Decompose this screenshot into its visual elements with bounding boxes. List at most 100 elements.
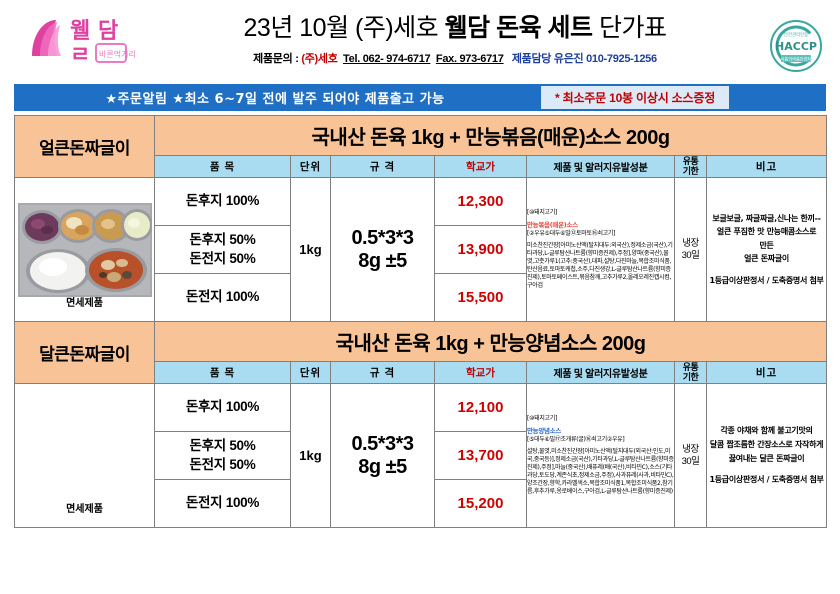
col-header-item: 품 목	[154, 361, 291, 384]
col-header-note: 비고	[705, 361, 828, 384]
note-line: 얼큰 푸짐한 맛 만능매콤소스로	[716, 227, 817, 237]
welldam-logo: 웰 담 ㄹ 바른먹거리	[26, 12, 146, 70]
set-title-1: 국내산 돈육 1kg + 만능양념소스 200g	[153, 321, 828, 362]
shelf-life-line1: 유통	[682, 361, 699, 372]
note-line: 달콤 짭조름한 간장소스로 자작하게	[709, 439, 824, 449]
item-name-cell: 돈전지 100%	[154, 479, 291, 528]
spec-line2: 8g ±5	[358, 249, 407, 272]
price-table: 얼큰돈짜글이 국내산 돈육 1kg + 만능볶음(매운)소스 200g 품 목 …	[14, 115, 828, 528]
ingredients-cell-0: [⑩돼지고기] 만능볶음(매운)소스 [②우유⑤대두⑥밀⑫토마토⑯쇠고기] 미소…	[526, 177, 675, 322]
note-cell-0: 보글보글, 짜글짜글,신나는 한끼-- 얼큰 푸짐한 맛 만능매콤소스로 만든 …	[705, 177, 828, 322]
haccp-certification-icon: 안전관리인증 HACCP 식품의약품안전처	[770, 20, 822, 72]
contact-label: 제품문의 :	[253, 52, 302, 65]
col-header-ingredients: 제품 및 알러지유발성분	[526, 361, 675, 384]
spec-line1: 0.5*3*3	[351, 227, 414, 250]
col-header-spec: 규 격	[330, 155, 435, 178]
table-row: 돈후지 50% 돈전지 50% 13,700	[15, 431, 827, 480]
price-cell: 15,200	[434, 479, 527, 528]
haccp-top-text: 안전관리인증	[784, 31, 808, 38]
shelf-life-value-line1: 냉장	[682, 443, 699, 455]
sauce-name-1: 만능양념소스	[527, 426, 562, 435]
spec-cell-1: 0.5*3*3 8g ±5	[330, 383, 435, 528]
item-name-cell: 돈후지 100%	[154, 177, 291, 226]
shelf-life-line2: 기한	[682, 371, 699, 382]
product-photo-cell-1: 면세제품	[14, 383, 155, 528]
item-line2: 돈전지 50%	[189, 456, 256, 472]
item-line1: 돈후지 50%	[189, 232, 256, 248]
col-header-shelf-life: 유통 기한	[674, 155, 707, 178]
item-name-cell: 돈전지 100%	[154, 273, 291, 322]
ingredient-body-0: 미소찬진간장[아미노산액(탈지대두:외국산),정제소금(국산),기타과당,L-글…	[527, 241, 673, 290]
table-row: 면세제품 돈후지 100% 1kg 0.5*3*3 8g ±5 12,300 [⑩…	[14, 177, 828, 322]
product-photo-cell-0: 면세제품	[14, 177, 155, 322]
note-line: 만든	[759, 240, 774, 250]
note-line: 얼큰 돈짜글이	[744, 254, 789, 264]
document-header: 웰 담 ㄹ 바른먹거리 23년 10월 (주)세호 웰담 돈육 세트 단가표 제…	[0, 0, 840, 82]
set-title-0: 국내산 돈육 1kg + 만능볶음(매운)소스 200g	[153, 115, 828, 156]
price-cell: 13,700	[434, 431, 527, 480]
ingredient-body-1: 설탕,물엿,미소찬진간장[아미노산액(탈지대두(외국산:인도,미국,중국등)],…	[527, 447, 674, 496]
contact-line: 제품문의 : (주)세호 Tel. 062- 974-6717 Fax. 973…	[150, 50, 760, 66]
haccp-bottom-text: 식품의약품안전처	[781, 55, 812, 62]
shelf-life-value-line2: 30일	[681, 455, 700, 467]
col-header-price: 학교가	[434, 155, 527, 178]
note-line: 끓여내는 달큰 돈짜글이	[728, 453, 805, 463]
note-line: 각종 야채와 함께 불고기맛의	[720, 426, 813, 436]
note-line: 보글보글, 짜글짜글,신나는 한끼--	[712, 213, 821, 223]
col-header-unit: 단위	[290, 361, 331, 384]
shelf-life-cell-0: 냉장 30일	[674, 177, 707, 322]
haccp-main-text: HACCP	[775, 40, 817, 53]
column-header-row: 품 목 단위 규 격 학교가 제품 및 알러지유발성분 유통 기한 비고	[15, 155, 828, 178]
col-header-unit: 단위	[290, 155, 331, 178]
title-prefix: 23년 10월 (주)세호	[243, 14, 445, 42]
price-cell: 15,500	[434, 273, 527, 322]
spec-cell-0: 0.5*3*3 8g ±5	[330, 177, 435, 322]
title-block: 23년 10월 (주)세호 웰담 돈육 세트 단가표 제품문의 : (주)세호 …	[150, 14, 760, 66]
note-spacer	[707, 465, 826, 473]
tax-free-label-0: 면세제품	[66, 298, 103, 309]
item-name-cell: 돈후지 50% 돈전지 50%	[154, 431, 291, 480]
promo-notice-text: * 최소주문 10봉 이상시 소스증정	[541, 86, 730, 109]
sauce-allergens-1: [⑤대두⑥밀⑰조개류(굴)⑯쇠고기②우유]	[527, 435, 625, 443]
contact-manager: 제품담당 유은진 010-7925-1256	[511, 52, 657, 65]
unit-cell-0: 1kg	[290, 177, 331, 322]
contact-fax: Fax. 973-6717	[435, 52, 504, 65]
tax-free-label-1: 면세제품	[66, 504, 103, 515]
note-cell-1: 각종 야채와 함께 불고기맛의 달콤 짭조름한 간장소스로 자작하게 끓여내는 …	[705, 383, 828, 528]
table-row: 돈전지 100% 15,500	[15, 273, 827, 322]
svg-text:ㄹ: ㄹ	[70, 43, 90, 68]
section-name-0: 얼큰돈짜글이	[14, 115, 155, 178]
svg-text:바른먹거리: 바른먹거리	[99, 49, 136, 59]
svg-text:웰: 웰	[70, 19, 90, 44]
note-footer-0: 1등급이상판정서 / 도축증명서 첨부	[709, 275, 824, 285]
contact-tel: Tel. 062- 974-6717	[343, 52, 431, 65]
col-header-shelf-life: 유통 기한	[674, 361, 707, 384]
sauce-name-0: 만능볶음(매운)소스	[527, 220, 578, 229]
col-header-item: 품 목	[154, 155, 291, 178]
notice-bar: ★주문알림 ★최소 6~7일 전에 발주 되어야 제품출고 가능 * 최소주문 …	[14, 84, 826, 111]
column-header-row: 품 목 단위 규 격 학교가 제품 및 알러지유발성분 유통 기한 비고	[15, 361, 828, 384]
svg-text:담: 담	[98, 19, 118, 44]
section-title-row: 얼큰돈짜글이 국내산 돈육 1kg + 만능볶음(매운)소스 200g	[14, 115, 828, 178]
ingredient-main-0: [⑩돼지고기]	[527, 208, 558, 216]
section-title-row: 달큰돈짜글이 국내산 돈육 1kg + 만능양념소스 200g	[14, 321, 828, 384]
price-cell: 12,100	[434, 383, 527, 432]
title-emphasis: 웰담 돈육 세트	[444, 14, 593, 42]
item-name-cell: 돈후지 100%	[154, 383, 291, 432]
price-cell: 12,300	[434, 177, 527, 226]
note-footer-1: 1등급이상판정서 / 도축증명서 첨부	[709, 475, 824, 485]
shelf-life-value-line1: 냉장	[682, 237, 699, 249]
contact-company: (주)세호	[301, 52, 338, 65]
note-spacer	[707, 266, 826, 274]
shelf-life-line2: 기한	[682, 165, 699, 176]
spec-line1: 0.5*3*3	[351, 433, 414, 456]
sauce-allergens-0: [②우유⑤대두⑥밀⑫토마토⑯쇠고기]	[527, 229, 616, 237]
lunch-tray-photo	[17, 202, 152, 297]
col-header-note: 비고	[705, 155, 828, 178]
page-title: 23년 10월 (주)세호 웰담 돈육 세트 단가표	[150, 14, 760, 43]
col-header-price: 학교가	[434, 361, 527, 384]
col-header-spec: 규 격	[330, 361, 435, 384]
item-line2: 돈전지 50%	[189, 250, 256, 266]
shelf-life-line1: 유통	[682, 155, 699, 166]
